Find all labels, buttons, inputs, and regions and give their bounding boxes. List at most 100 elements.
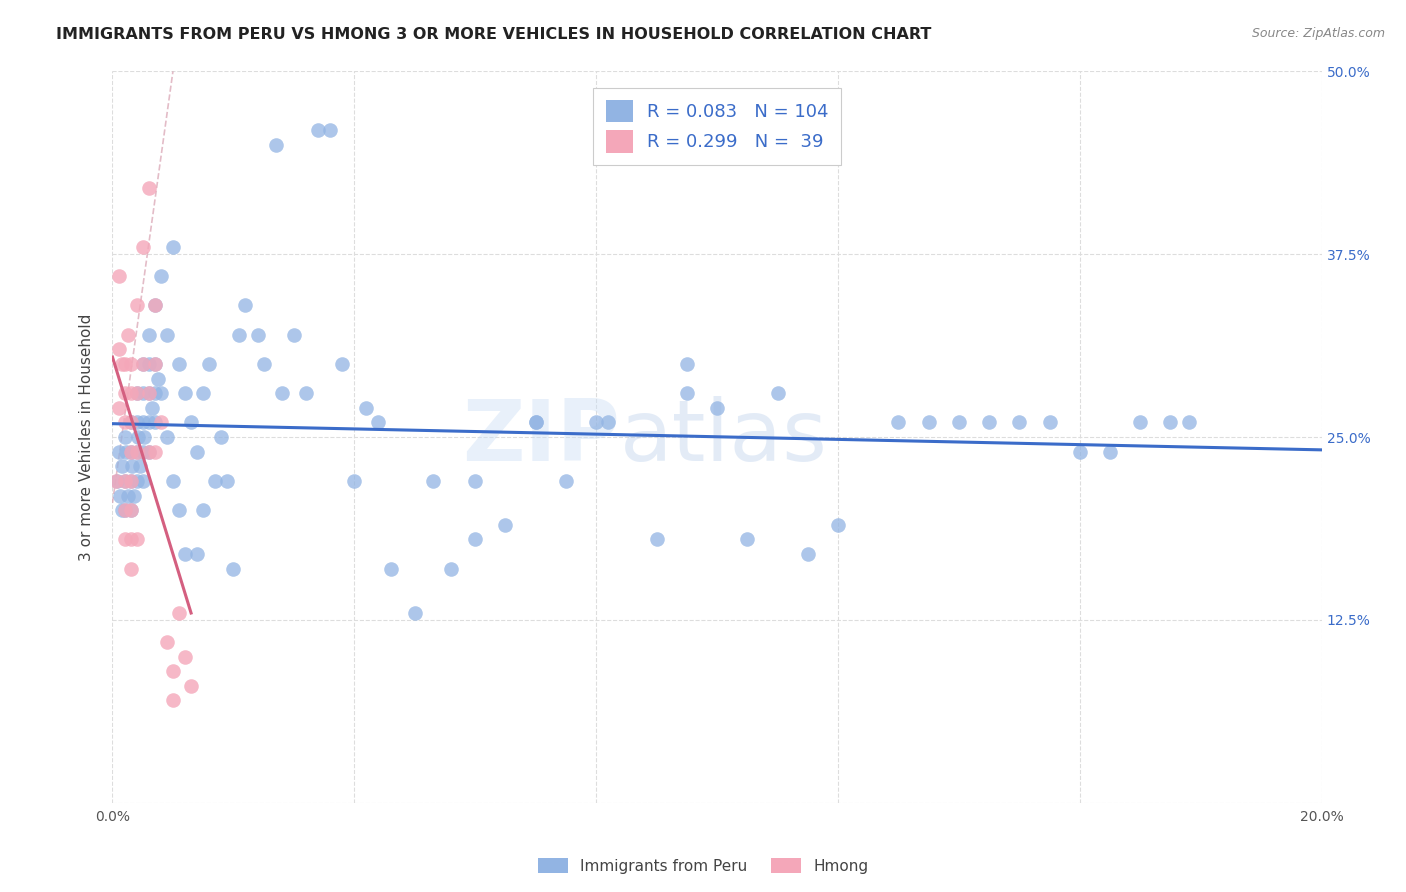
Point: [138, 386, 160, 401]
Point: [796, 547, 818, 561]
Point: [127, 430, 149, 444]
Point: [125, 474, 148, 488]
Point: [110, 357, 132, 371]
Point: [143, 444, 166, 458]
Point: [120, 503, 142, 517]
Point: [125, 416, 148, 430]
Point: [180, 679, 202, 693]
Point: [125, 386, 148, 401]
Point: [228, 327, 250, 342]
Point: [132, 474, 155, 488]
Point: [367, 416, 389, 430]
Point: [120, 357, 142, 371]
Point: [143, 416, 166, 430]
Point: [114, 474, 136, 488]
Point: [827, 517, 849, 532]
Point: [138, 444, 160, 458]
Point: [948, 416, 970, 430]
Point: [1098, 444, 1121, 458]
Point: [120, 474, 142, 488]
Point: [141, 401, 163, 415]
Point: [174, 547, 197, 561]
Point: [143, 357, 166, 371]
Y-axis label: 3 or more Vehicles in Household: 3 or more Vehicles in Household: [79, 313, 94, 561]
Point: [107, 444, 129, 458]
Point: [104, 474, 127, 488]
Point: [156, 327, 179, 342]
Point: [128, 459, 150, 474]
Point: [149, 269, 172, 284]
Point: [132, 416, 155, 430]
Point: [149, 416, 172, 430]
Point: [1038, 416, 1062, 430]
Point: [125, 444, 148, 458]
Point: [330, 357, 353, 371]
Point: [125, 444, 148, 458]
Point: [162, 240, 184, 254]
Point: [235, 298, 257, 312]
Point: [737, 533, 759, 547]
Point: [120, 562, 142, 576]
Point: [343, 474, 366, 488]
Point: [114, 416, 136, 430]
Point: [380, 562, 402, 576]
Point: [117, 327, 139, 342]
Point: [887, 416, 910, 430]
Point: [138, 357, 160, 371]
Point: [524, 416, 547, 430]
Point: [174, 386, 197, 401]
Point: [108, 489, 131, 503]
Point: [114, 474, 136, 488]
Point: [422, 474, 444, 488]
Point: [524, 416, 547, 430]
Text: ZIP: ZIP: [463, 395, 620, 479]
Point: [107, 343, 129, 357]
Point: [167, 606, 190, 620]
Point: [138, 386, 160, 401]
Text: atlas: atlas: [620, 395, 828, 479]
Point: [114, 533, 136, 547]
Point: [143, 298, 166, 312]
Point: [120, 444, 142, 458]
Point: [191, 386, 214, 401]
Point: [585, 416, 607, 430]
Point: [114, 444, 136, 458]
Point: [222, 562, 245, 576]
Point: [132, 430, 155, 444]
Point: [766, 386, 789, 401]
Point: [162, 693, 184, 707]
Point: [156, 635, 179, 649]
Text: IMMIGRANTS FROM PERU VS HMONG 3 OR MORE VEHICLES IN HOUSEHOLD CORRELATION CHART: IMMIGRANTS FROM PERU VS HMONG 3 OR MORE …: [56, 27, 932, 42]
Point: [132, 386, 155, 401]
Point: [122, 489, 145, 503]
Point: [167, 503, 190, 517]
Point: [645, 533, 668, 547]
Point: [167, 357, 190, 371]
Point: [117, 489, 139, 503]
Point: [162, 474, 184, 488]
Point: [146, 371, 169, 385]
Point: [307, 123, 329, 137]
Point: [110, 503, 132, 517]
Point: [174, 649, 197, 664]
Point: [110, 459, 132, 474]
Point: [1008, 416, 1031, 430]
Point: [120, 444, 142, 458]
Point: [132, 444, 155, 458]
Point: [156, 430, 179, 444]
Point: [132, 357, 155, 371]
Point: [121, 459, 143, 474]
Point: [149, 386, 172, 401]
Point: [186, 444, 208, 458]
Point: [132, 357, 155, 371]
Point: [125, 298, 148, 312]
Point: [105, 474, 128, 488]
Point: [440, 562, 463, 576]
Point: [495, 517, 517, 532]
Point: [706, 401, 728, 415]
Point: [138, 416, 160, 430]
Point: [209, 430, 232, 444]
Point: [120, 416, 142, 430]
Point: [180, 416, 202, 430]
Point: [114, 386, 136, 401]
